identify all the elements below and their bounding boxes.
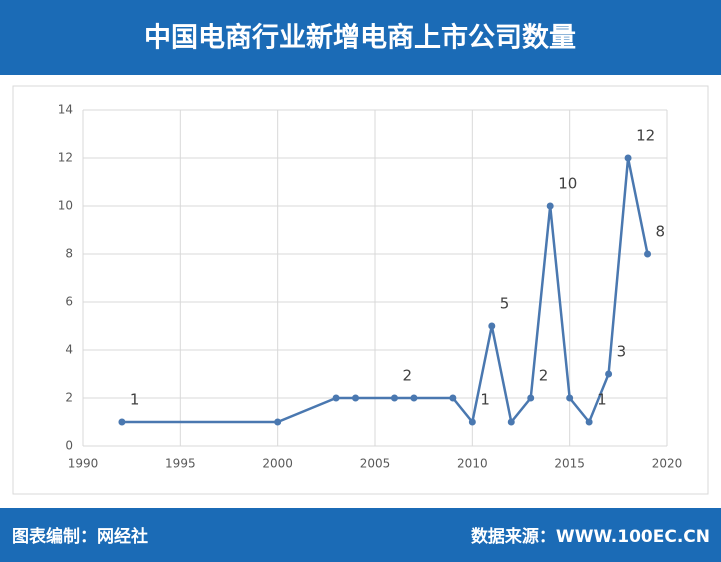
x-tick-label: 1995 bbox=[165, 457, 196, 471]
point bbox=[332, 394, 340, 402]
y-tick-label: 8 bbox=[65, 247, 73, 261]
point bbox=[488, 322, 496, 330]
point bbox=[410, 394, 418, 402]
point bbox=[527, 394, 535, 402]
point bbox=[644, 250, 652, 258]
data-label: 1 bbox=[597, 391, 607, 409]
data-label: 3 bbox=[617, 343, 627, 361]
point bbox=[118, 418, 126, 426]
x-tick-label: 2005 bbox=[360, 457, 391, 471]
data-label: 12 bbox=[636, 127, 655, 145]
data-label: 8 bbox=[656, 223, 666, 241]
point bbox=[585, 418, 593, 426]
x-tick-label: 2020 bbox=[652, 457, 683, 471]
point bbox=[605, 370, 613, 378]
y-tick-label: 2 bbox=[65, 391, 73, 405]
footer-right: 数据来源：WWW.100EC.CN bbox=[471, 526, 710, 547]
footer-bar bbox=[0, 508, 721, 562]
y-tick-label: 10 bbox=[58, 199, 73, 213]
x-tick-label: 1990 bbox=[68, 457, 99, 471]
x-tick-label: 2000 bbox=[262, 457, 293, 471]
x-tick-label: 2010 bbox=[457, 457, 488, 471]
y-tick-label: 14 bbox=[58, 103, 73, 117]
footer-left: 图表编制：网经社 bbox=[12, 526, 148, 547]
x-tick-label: 2015 bbox=[554, 457, 585, 471]
header-bar bbox=[0, 0, 721, 75]
data-label: 2 bbox=[539, 367, 549, 385]
point bbox=[507, 418, 515, 426]
y-tick-label: 4 bbox=[65, 343, 73, 357]
point bbox=[546, 202, 554, 210]
point bbox=[566, 394, 574, 402]
y-tick-label: 12 bbox=[58, 151, 73, 165]
point bbox=[468, 418, 476, 426]
data-label: 5 bbox=[500, 295, 510, 313]
y-tick-label: 0 bbox=[65, 439, 73, 453]
data-label: 1 bbox=[480, 391, 490, 409]
chart-area bbox=[12, 85, 709, 495]
point bbox=[449, 394, 457, 402]
point bbox=[390, 394, 398, 402]
y-tick-label: 6 bbox=[65, 295, 73, 309]
point bbox=[352, 394, 360, 402]
point bbox=[274, 418, 282, 426]
point bbox=[624, 154, 632, 162]
chart-title: 中国电商行业新增电商上市公司数量 bbox=[144, 22, 576, 54]
data-label: 2 bbox=[402, 367, 412, 385]
data-label: 1 bbox=[130, 391, 140, 409]
data-label: 10 bbox=[558, 175, 577, 193]
